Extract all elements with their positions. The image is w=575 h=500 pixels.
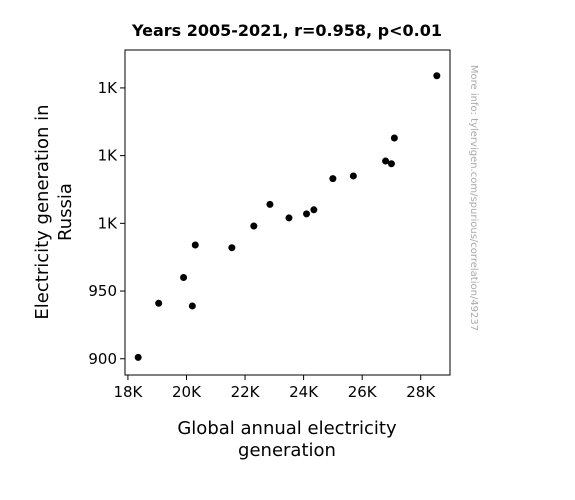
data-point-11 xyxy=(310,206,318,214)
data-point-4 xyxy=(188,302,196,310)
data-point-1 xyxy=(134,353,142,361)
x-tick-label: 26K xyxy=(348,383,378,401)
data-points xyxy=(134,72,441,361)
x-axis-label-line-2: generation xyxy=(238,440,336,461)
data-point-15 xyxy=(387,160,395,168)
data-point-13 xyxy=(349,172,357,180)
y-tick-label: 950 xyxy=(88,282,117,300)
data-point-14 xyxy=(382,157,390,165)
data-point-10 xyxy=(303,210,311,218)
data-point-12 xyxy=(329,175,337,183)
chart-title: Years 2005-2021, r=0.958, p<0.01 xyxy=(131,21,442,40)
data-point-5 xyxy=(191,241,199,249)
x-tick-label: 20K xyxy=(172,383,202,401)
x-tick-label: 28K xyxy=(406,383,436,401)
data-point-7 xyxy=(250,222,258,230)
y-tick-label: 900 xyxy=(88,350,117,368)
y-axis-label-line-1: Electricity generation in xyxy=(32,104,53,319)
y-tick-label: 1K xyxy=(98,147,119,165)
y-tick-label: 1K xyxy=(98,79,119,97)
x-tick-label: 24K xyxy=(289,383,319,401)
data-point-16 xyxy=(390,134,398,142)
plot-area xyxy=(124,49,451,376)
x-tick-label: 22K xyxy=(231,383,261,401)
y-tick-label: 1K xyxy=(98,214,119,232)
data-point-6 xyxy=(228,244,236,252)
data-point-9 xyxy=(285,214,293,222)
data-point-3 xyxy=(180,274,188,281)
source-note: More info: tylervigen.com/spurious/corre… xyxy=(468,65,479,331)
x-axis-ticks: 18K 20K 22K 24K 26K 28K xyxy=(113,375,436,401)
data-point-8 xyxy=(266,200,274,208)
x-tick-label: 18K xyxy=(113,383,143,401)
data-point-17 xyxy=(433,72,441,80)
plot-frame xyxy=(124,49,451,376)
x-axis-label-line-1: Global annual electricity xyxy=(177,418,397,439)
y-axis-label-line-2: Russia xyxy=(55,183,76,241)
data-point-2 xyxy=(155,299,163,307)
y-axis-ticks: 900 950 1K 1K 1K xyxy=(88,79,125,368)
